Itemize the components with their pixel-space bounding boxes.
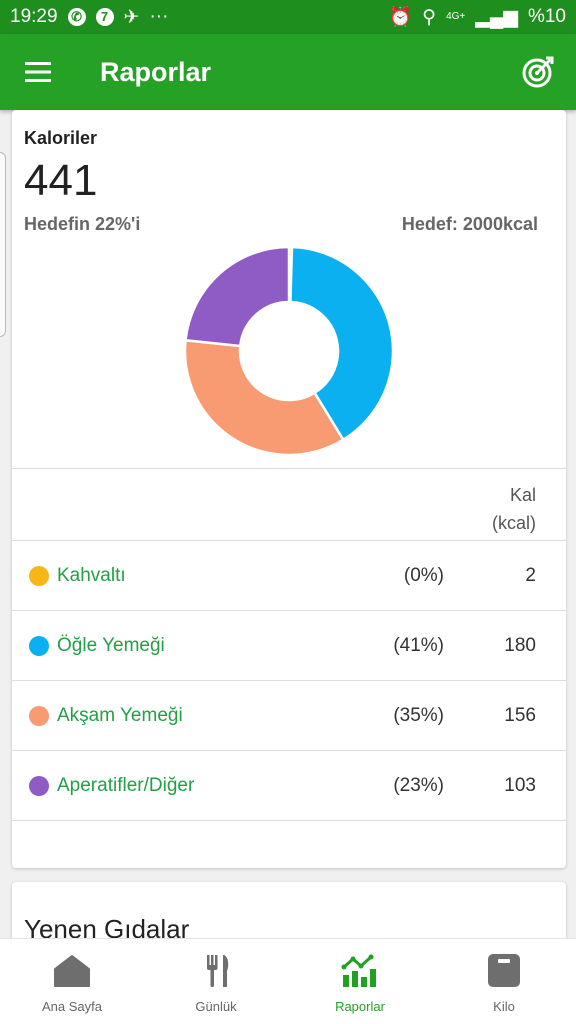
nav-item-home[interactable]: Ana Sayfa [0, 939, 144, 1024]
seven-notification-icon: 7 [95, 8, 114, 26]
page-title: Raporlar [100, 56, 212, 87]
meal-percent: (41%) [393, 634, 444, 656]
nav-item-weight[interactable]: Kilo [432, 939, 576, 1024]
home-icon [54, 955, 90, 987]
meal-name: Kahvaltı [57, 564, 126, 586]
meal-percent: (35%) [393, 704, 444, 726]
calories-card: Kaloriler 441 Hedefin 22%'i Hedef: 2000k… [12, 110, 566, 868]
bottom-navigation: Ana Sayfa Günlük Raporlar [0, 938, 576, 1024]
status-time: 19:29 [10, 6, 58, 27]
whatsapp-icon: ✆ [67, 8, 86, 26]
meal-percent: (23%) [393, 774, 444, 796]
donut-slice-2 [184, 338, 345, 456]
fork-knife-icon [207, 955, 229, 987]
nav-label: Kilo [493, 999, 515, 1014]
table-row[interactable]: Akşam Yemeği (35%) 156 [12, 681, 566, 751]
airplane-icon: ✈ [123, 6, 140, 28]
location-icon: ⚲ [422, 6, 437, 28]
table-header: Kal (kcal) [12, 469, 566, 541]
alarm-icon: ⏰ [388, 7, 413, 28]
meal-color-dot [29, 705, 49, 726]
meal-table: Kal (kcal) Kahvaltı (0%) 2 Öğle Yemeği (41%)… [12, 468, 566, 821]
reports-chart-icon [341, 954, 376, 987]
target-icon [522, 56, 554, 88]
side-drawer-handle[interactable] [0, 152, 6, 337]
goal-percent: Hedefin 22%'i [24, 214, 141, 234]
meal-name: Akşam Yemeği [57, 704, 183, 726]
goal-button[interactable] [500, 34, 576, 110]
signal-icon: ▂▄▆ [475, 6, 518, 28]
donut-slice-3 [184, 246, 291, 348]
meal-color-dot [29, 775, 49, 796]
scale-icon [488, 954, 520, 987]
meal-name: Aperatifler/Diğer [57, 774, 195, 796]
battery-text: %10 [527, 6, 566, 27]
network-type: 4G+ [446, 11, 466, 22]
menu-button[interactable] [0, 34, 76, 110]
nav-item-reports[interactable]: Raporlar [288, 939, 432, 1024]
meal-name: Öğle Yemeği [57, 634, 165, 656]
meal-color-dot [29, 635, 49, 656]
meal-calories: 2 [525, 564, 536, 586]
nav-label: Ana Sayfa [42, 999, 102, 1014]
column-header-calories: Kal (kcal) [492, 485, 536, 533]
status-bar: 19:29 ✆ 7 ✈ ··· ⏰ ⚲ 4G+ ▂▄▆ %10 [0, 0, 576, 34]
goal-total: Hedef: 2000kcal [401, 214, 538, 234]
more-dots-icon: ··· [149, 6, 169, 27]
hamburger-menu-icon [25, 62, 51, 82]
meal-calories: 180 [504, 634, 536, 656]
meal-calories: 103 [504, 774, 536, 796]
table-row[interactable]: Aperatifler/Diğer (23%) 103 [12, 751, 566, 821]
meal-calories: 156 [504, 704, 536, 726]
calories-value: 441 [24, 156, 98, 205]
nav-label: Günlük [195, 999, 237, 1014]
calories-label: Kaloriler [24, 128, 98, 148]
calories-donut-chart [184, 246, 394, 456]
table-row[interactable]: Kahvaltı (0%) 2 [12, 541, 566, 611]
nav-item-daily[interactable]: Günlük [144, 939, 288, 1024]
table-row[interactable]: Öğle Yemeği (41%) 180 [12, 611, 566, 681]
meal-percent: (0%) [403, 564, 444, 586]
nav-label: Raporlar [335, 999, 385, 1014]
donut-slice-1 [289, 246, 394, 442]
app-bar: Raporlar [0, 34, 576, 110]
meal-color-dot [29, 565, 49, 586]
